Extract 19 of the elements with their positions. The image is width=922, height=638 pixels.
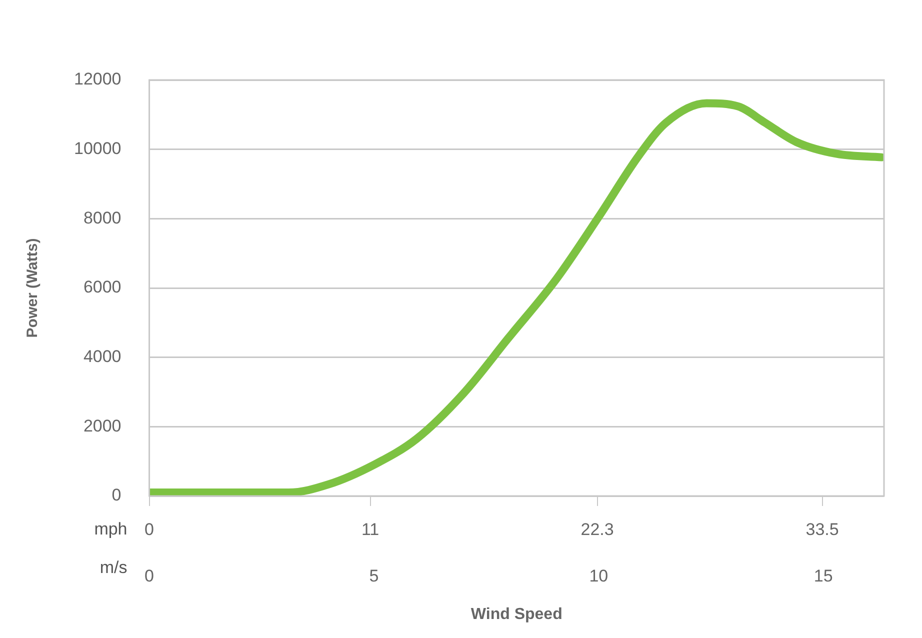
x2-tick-label: 11: [361, 520, 380, 539]
x-tick-label: 0: [144, 566, 154, 586]
y-axis-title: Power (Watts): [24, 238, 42, 338]
x-tick-label: 5: [369, 566, 379, 586]
x-tick-label: 15: [814, 566, 833, 586]
y-tick-label: 8000: [83, 208, 122, 228]
x2-tick-label: 33.5: [806, 520, 839, 539]
y-tick-label: 6000: [83, 278, 122, 297]
y-tick-label: 10000: [74, 139, 122, 158]
x-tick-label: 10: [589, 566, 608, 586]
y-tick-label: 0: [112, 486, 122, 505]
y-tick-label: 12000: [74, 70, 122, 89]
x-axis-title: Wind Speed: [470, 606, 562, 623]
text: m/s: [100, 558, 128, 578]
y-tick-label: 2000: [83, 416, 122, 436]
y-tick-label: 4000: [83, 347, 122, 366]
text: mph: [94, 520, 128, 539]
x2-tick-label: 0: [144, 520, 154, 539]
x2-tick-label: 22.3: [580, 520, 614, 539]
